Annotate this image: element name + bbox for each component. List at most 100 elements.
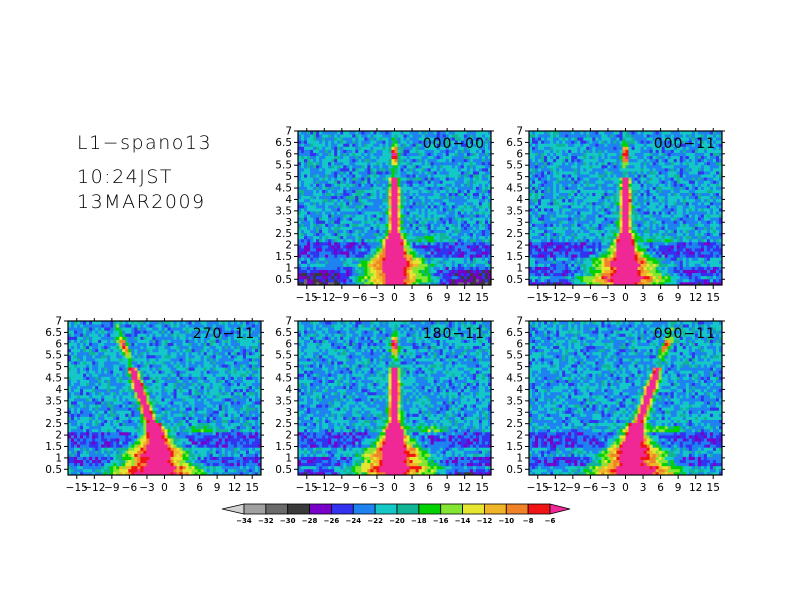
- heatmap-cell: [616, 204, 620, 209]
- heatmap-cell: [328, 204, 332, 209]
- heatmap-cell: [586, 155, 590, 160]
- heatmap-cell: [409, 269, 413, 274]
- heatmap-cell: [352, 278, 356, 283]
- heatmap-cell: [457, 248, 462, 252]
- heatmap-cell: [556, 232, 560, 237]
- heatmap-cell: [550, 260, 554, 264]
- heatmap-cell: [427, 254, 432, 258]
- heatmap-cell: [448, 198, 453, 203]
- heatmap-cell: [595, 251, 599, 255]
- heatmap-cell: [436, 281, 441, 286]
- heatmap-cell: [454, 171, 459, 175]
- heatmap-cell: [529, 140, 533, 144]
- heatmap-cell: [361, 278, 365, 283]
- heatmap-cell: [577, 248, 581, 252]
- heatmap-cell: [553, 134, 557, 138]
- heatmap-cell: [610, 260, 614, 264]
- heatmap-cell: [334, 198, 338, 203]
- heatmap-cell: [385, 134, 389, 138]
- heatmap-cell: [454, 281, 459, 286]
- y-tick-label: 1: [285, 262, 292, 274]
- heatmap-cell: [397, 201, 401, 206]
- heatmap-cell: [631, 232, 635, 237]
- heatmap-cell: [391, 260, 395, 264]
- heatmap-cell: [373, 229, 377, 234]
- heatmap-cell: [442, 146, 447, 150]
- heatmap-cell: [472, 235, 477, 240]
- heatmap-cell: [349, 217, 353, 221]
- heatmap-cell: [379, 180, 383, 184]
- heatmap-cell: [598, 272, 602, 277]
- heatmap-cell: [445, 263, 450, 267]
- heatmap-cell: [457, 195, 462, 200]
- heatmap-cell: [385, 131, 389, 135]
- heatmap-cell: [340, 223, 344, 227]
- heatmap-cell: [421, 134, 426, 138]
- heatmap-cell: [481, 180, 486, 184]
- heatmap-cell: [358, 281, 362, 286]
- heatmap-cell: [298, 137, 302, 141]
- heatmap-cell: [355, 180, 359, 184]
- heatmap-cell: [478, 223, 483, 227]
- heatmap-cell: [340, 208, 344, 212]
- heatmap-cell: [604, 155, 608, 160]
- heatmap-cell: [460, 260, 465, 264]
- heatmap-cell: [604, 177, 608, 181]
- heatmap-cell: [298, 223, 302, 227]
- heatmap-cell: [595, 189, 599, 193]
- heatmap-cell: [595, 164, 599, 169]
- heatmap-cell: [583, 146, 587, 150]
- heatmap-cell: [307, 241, 311, 246]
- heatmap-cell: [604, 257, 608, 261]
- heatmap-cell: [466, 131, 471, 135]
- heatmap-cell: [562, 211, 566, 215]
- heatmap-cell: [316, 208, 320, 212]
- heatmap-cell: [322, 229, 326, 234]
- heatmap-cell: [550, 244, 554, 249]
- heatmap-cell: [586, 204, 590, 209]
- heatmap-cell: [445, 278, 450, 283]
- heatmap-cell: [598, 254, 602, 258]
- heatmap-cell: [616, 220, 620, 224]
- heatmap-cell: [487, 208, 492, 212]
- heatmap-cell: [451, 152, 456, 157]
- heatmap-cell: [409, 232, 413, 237]
- heatmap-cell: [541, 161, 545, 166]
- heatmap-cell: [373, 257, 377, 261]
- heatmap-cell: [613, 232, 617, 237]
- heatmap-cell: [454, 232, 459, 237]
- heatmap-cell: [472, 155, 477, 160]
- heatmap-cell: [412, 158, 417, 163]
- heatmap-cell: [298, 146, 302, 150]
- heatmap-cell: [316, 275, 320, 280]
- heatmap-cell: [457, 140, 462, 144]
- heatmap-cell: [454, 198, 459, 203]
- heatmap-cell: [358, 241, 362, 246]
- heatmap-cell: [427, 171, 432, 175]
- heatmap-cell: [592, 186, 596, 190]
- heatmap-cell: [421, 143, 426, 147]
- heatmap-cell: [301, 266, 305, 270]
- heatmap-cell: [346, 226, 350, 230]
- heatmap-cell: [442, 198, 447, 203]
- heatmap-cell: [541, 226, 545, 230]
- heatmap-cell: [385, 177, 389, 181]
- heatmap-cell: [562, 281, 566, 286]
- heatmap-cell: [550, 272, 554, 277]
- heatmap-cell: [373, 158, 377, 163]
- heatmap-cell: [586, 257, 590, 261]
- heatmap-cell: [613, 229, 617, 234]
- heatmap-cell: [445, 143, 450, 147]
- heatmap-cell: [466, 226, 471, 230]
- heatmap-cell: [325, 155, 329, 160]
- heatmap-cell: [553, 278, 557, 283]
- heatmap-cell: [412, 226, 417, 230]
- heatmap-cell: [547, 263, 551, 267]
- heatmap-cell: [436, 186, 441, 190]
- heatmap-cell: [622, 241, 626, 246]
- heatmap-cell: [370, 195, 374, 200]
- heatmap-cell: [433, 220, 438, 224]
- heatmap-cell: [298, 134, 302, 138]
- heatmap-cell: [550, 140, 554, 144]
- heatmap-cell: [619, 137, 623, 141]
